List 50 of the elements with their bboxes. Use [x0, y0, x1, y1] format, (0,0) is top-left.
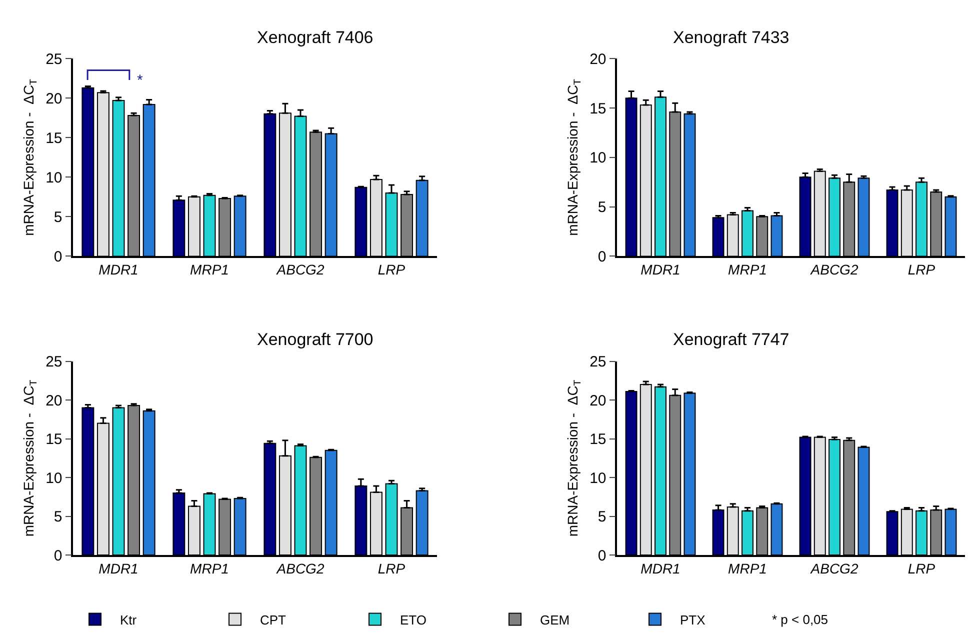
x-tick-label: MRP1: [190, 262, 229, 278]
x-tick-label: ABCG2: [810, 560, 858, 577]
chart-title: Xenograft 7406: [257, 28, 374, 47]
x-tick-label: ABCG2: [276, 560, 324, 577]
y-tick-label: 25: [46, 354, 62, 371]
x-tick-label: LRP: [908, 262, 936, 278]
legend-label: GEM: [540, 612, 570, 628]
y-tick-label: 15: [46, 130, 62, 147]
y-tick-label: 5: [54, 508, 62, 526]
chart-title: Xenograft 7700: [257, 330, 374, 349]
chart-title: Xenograft 7747: [673, 330, 790, 349]
y-tick-label: 25: [46, 50, 62, 68]
x-tick-label: LRP: [378, 262, 406, 278]
x-tick-label: MDR1: [640, 262, 680, 278]
legend-label: CPT: [260, 612, 286, 628]
x-tick-label: ABCG2: [276, 262, 324, 278]
text: * p < 0,05: [772, 612, 828, 627]
legend-label: Ktr: [120, 612, 138, 628]
y-tick-label: 0: [598, 248, 606, 266]
y-tick-label: 0: [54, 547, 62, 564]
annotation: *: [137, 72, 143, 89]
y-tick-label: 15: [590, 431, 606, 448]
x-tick-label: LRP: [378, 560, 406, 577]
y-tick-label: 5: [598, 508, 606, 526]
y-tick-label: 20: [46, 392, 62, 410]
y-tick-label: 20: [46, 90, 62, 108]
y-tick-label: 15: [590, 100, 606, 118]
x-tick-label: MRP1: [728, 262, 767, 278]
x-tick-label: MDR1: [98, 560, 138, 577]
y-tick-label: 10: [590, 470, 606, 487]
x-tick-label: LRP: [908, 560, 936, 577]
y-tick-label: 0: [598, 547, 606, 564]
y-tick-label: 10: [46, 470, 62, 487]
legend-label: PTX: [680, 612, 706, 628]
y-tick-label: 5: [598, 199, 606, 216]
y-tick-label: 10: [46, 169, 62, 186]
x-tick-label: ABCG2: [810, 262, 858, 278]
y-tick-label: 0: [54, 248, 62, 266]
x-tick-label: MDR1: [640, 560, 680, 577]
x-tick-label: MDR1: [98, 262, 138, 278]
x-tick-label: MRP1: [728, 560, 767, 577]
y-tick-label: 25: [590, 354, 606, 371]
y-tick-label: 20: [590, 50, 606, 68]
y-tick-label: 20: [590, 392, 606, 410]
y-tick-label: 10: [590, 150, 606, 167]
y-tick-label: 15: [46, 431, 62, 448]
chart-title: Xenograft 7433: [673, 28, 790, 47]
x-tick-label: MRP1: [190, 560, 229, 577]
y-tick-label: 5: [54, 208, 62, 226]
legend-label: ETO: [400, 612, 426, 628]
